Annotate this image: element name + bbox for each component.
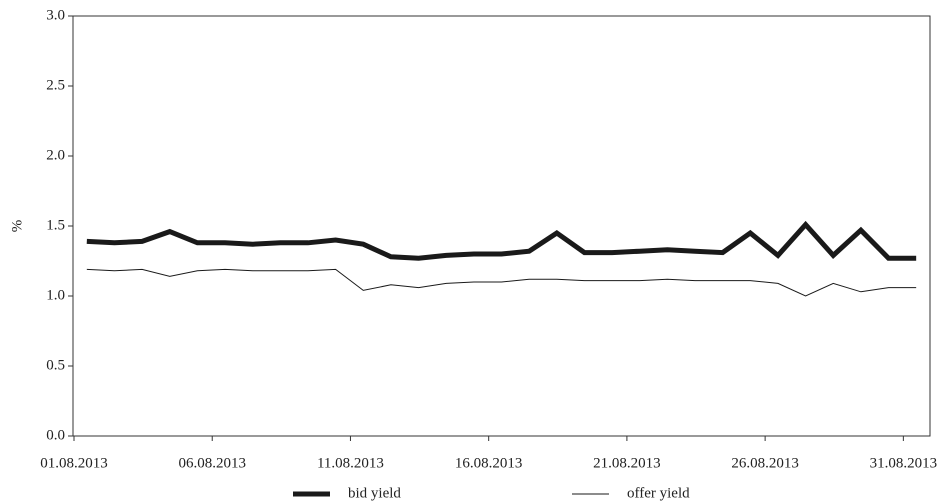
x-tick-label: 11.08.2013 (317, 455, 384, 471)
legend-label: bid yield (348, 485, 401, 501)
line-series (86, 268, 917, 297)
y-tick-label: 1.5 (46, 217, 65, 233)
y-axis-label: % (9, 220, 25, 233)
y-tick-label: 0.5 (46, 357, 65, 373)
line-series (86, 220, 917, 261)
y-tick-label: 3.0 (46, 7, 65, 23)
x-tick-label: 16.08.2013 (455, 455, 523, 471)
x-tick-label: 31.08.2013 (870, 455, 938, 471)
y-tick-label: 2.5 (46, 77, 65, 93)
x-tick-label: 06.08.2013 (178, 455, 246, 471)
x-tick-label: 26.08.2013 (731, 455, 799, 471)
x-tick-label: 21.08.2013 (593, 455, 661, 471)
y-tick-label: 0.0 (46, 427, 65, 443)
y-tick-label: 2.0 (46, 147, 65, 163)
legend-label: offer yield (627, 485, 690, 501)
y-tick-label: 1.0 (46, 287, 65, 303)
x-tick-label: 01.08.2013 (40, 455, 108, 471)
